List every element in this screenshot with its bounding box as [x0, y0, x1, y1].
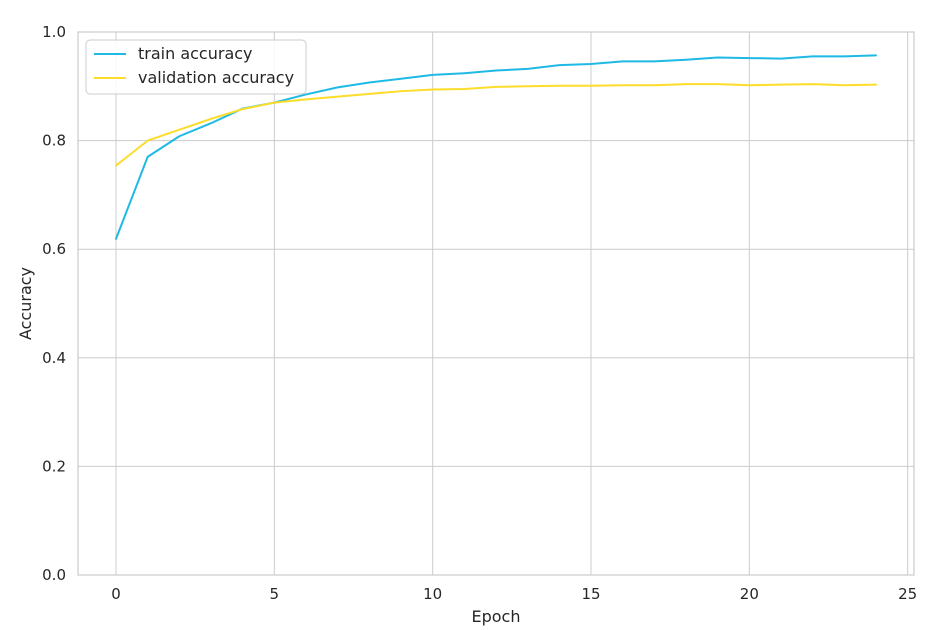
y-tick-labels: 0.0 0.2 0.4 0.6 0.8 1.0 — [42, 23, 66, 584]
legend-label: validation accuracy — [138, 68, 294, 87]
x-tick-label: 15 — [581, 585, 600, 603]
y-tick-label: 0.2 — [42, 457, 66, 475]
legend: train accuracy validation accuracy — [85, 39, 307, 95]
x-tick-label: 5 — [270, 585, 280, 603]
x-axis-label: Epoch — [472, 607, 521, 626]
y-tick-label: 1.0 — [42, 23, 66, 41]
x-gridlines — [115, 32, 909, 575]
x-tick-label: 20 — [740, 585, 759, 603]
y-gridlines — [78, 31, 914, 576]
series-line-validation — [115, 83, 877, 167]
y-tick-label: 0.0 — [42, 566, 66, 584]
y-tick-label: 0.6 — [42, 240, 66, 258]
x-tick-label: 25 — [898, 585, 917, 603]
y-tick-label: 0.4 — [42, 349, 66, 367]
x-tick-labels: 0 5 10 15 20 25 — [111, 585, 917, 603]
legend-label: train accuracy — [138, 44, 253, 63]
x-tick-label: 0 — [111, 585, 121, 603]
plot-frame — [77, 31, 915, 576]
x-tick-label: 10 — [423, 585, 442, 603]
series-lines — [115, 54, 877, 240]
legend-box — [85, 39, 307, 95]
y-tick-label: 0.8 — [42, 132, 66, 150]
y-axis-label: Accuracy — [16, 267, 35, 340]
